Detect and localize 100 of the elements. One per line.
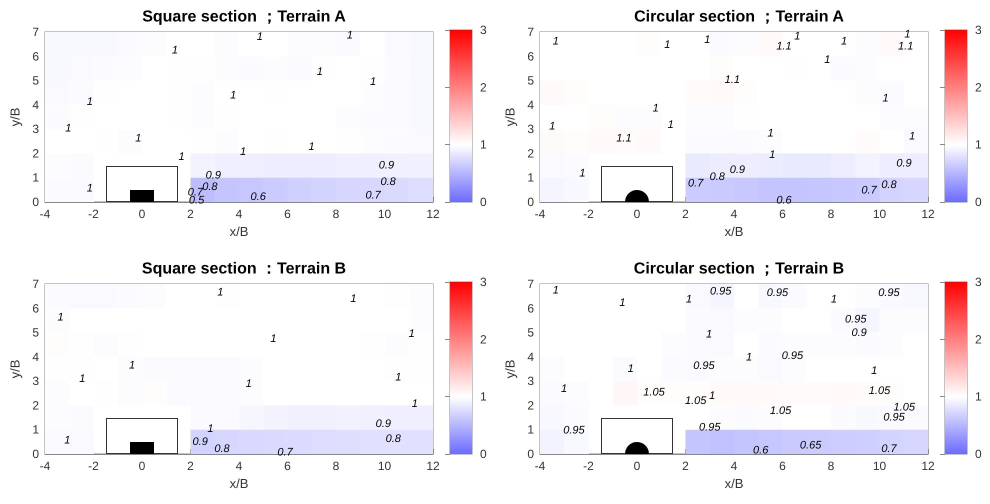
y-tick-label: 4: [527, 350, 534, 364]
annotation: 1: [408, 328, 415, 340]
color-bar-label: 1: [975, 138, 982, 152]
annotation: 0.9: [851, 326, 867, 339]
y-axis-title: y/B: [7, 360, 22, 378]
annotation: 0.8: [202, 180, 218, 193]
y-tick-label: 3: [527, 122, 534, 136]
annotation: 0.6: [776, 194, 792, 206]
y-tick-label: 2: [527, 398, 534, 412]
x-tick-label: 0: [138, 459, 146, 473]
annotation: 1: [128, 360, 136, 372]
annotation: 1: [308, 141, 315, 154]
x-tick-label: 6: [779, 207, 786, 221]
x-tick-label: 10: [378, 207, 392, 221]
y-tick-label: 3: [32, 122, 40, 136]
y-tick-label: 4: [527, 98, 534, 112]
annotation: 1.05: [868, 384, 892, 397]
annotation: 0.8: [214, 442, 231, 455]
annotation: 1: [552, 35, 559, 48]
annotation: 1: [668, 119, 674, 132]
annotation: 1.05: [643, 386, 666, 399]
annotation: 1: [628, 363, 634, 376]
color-bar-label: 3: [480, 23, 487, 37]
color-bar-label: 1: [480, 390, 487, 404]
annotation: 1: [664, 38, 670, 51]
x-tick-label: 4: [236, 459, 243, 473]
y-tick-label: 5: [527, 74, 534, 88]
color-bar-label: 2: [480, 80, 487, 94]
annotation: 1: [57, 312, 64, 324]
annotation: 1: [794, 30, 800, 42]
annotation: 0.95: [782, 350, 804, 362]
color-bar-label: 0: [480, 447, 487, 461]
y-tick-label: 7: [32, 25, 40, 39]
annotation: 0.95: [766, 286, 789, 299]
annotation: 1: [704, 34, 710, 46]
annotation: 1: [65, 122, 72, 135]
color-bar-label: 0: [480, 195, 487, 209]
y-tick-label: 4: [32, 350, 40, 364]
annotation: 1: [230, 89, 236, 102]
y-tick-label: 4: [32, 98, 40, 112]
x-tick-label: -4: [534, 459, 546, 473]
chart-title: Square section ；Terrain A: [142, 8, 346, 26]
y-tick-label: 0: [527, 195, 534, 209]
y-tick-label: 1: [527, 170, 534, 185]
x-tick-label: 12: [426, 207, 440, 221]
annotation: 1: [882, 92, 889, 104]
x-tick-label: 0: [634, 207, 641, 221]
annotation: 0.95: [710, 285, 732, 298]
x-tick-label: 10: [872, 459, 886, 473]
annotation: 1: [579, 168, 586, 180]
x-tick-label: 8: [828, 207, 835, 221]
x-axis-title: x/B: [230, 224, 248, 239]
annotation: 1: [830, 294, 837, 306]
y-tick-label: 5: [32, 326, 40, 340]
x-tick-label: 8: [332, 459, 340, 473]
annotation: 1: [686, 294, 692, 306]
x-axis-title: x/B: [724, 224, 744, 239]
annotation: 1.05: [684, 394, 708, 407]
annotation: 1: [619, 296, 626, 309]
y-tick-label: 0: [32, 447, 40, 461]
annotation: 0.95: [699, 421, 722, 434]
x-tick-label: -2: [88, 459, 100, 473]
x-tick-label: 8: [332, 207, 340, 221]
y-tick-label: 6: [527, 301, 534, 316]
annotation: 0.8: [710, 170, 726, 183]
y-tick-label: 2: [32, 146, 40, 160]
annotation: 0.6: [753, 444, 770, 457]
annotation: 1: [246, 378, 252, 390]
x-axis-title: x/B: [230, 476, 248, 491]
annotation: 1: [552, 284, 559, 297]
annotation: 0.7: [277, 446, 294, 458]
y-tick-label: 2: [527, 146, 534, 160]
annotation: 0.8: [380, 176, 397, 188]
annotation: 1: [135, 132, 142, 145]
x-tick-label: 4: [730, 207, 738, 221]
chart-title: Circular section ；Terrain B: [634, 260, 844, 278]
x-tick-label: -2: [88, 207, 100, 221]
y-tick-label: 7: [527, 277, 534, 291]
y-tick-label: 0: [527, 447, 534, 461]
y-tick-label: 1: [32, 170, 40, 185]
annotation: 0.9: [376, 418, 391, 430]
annotation: 0.9: [378, 159, 394, 172]
annotation: 0.9: [730, 164, 746, 176]
annotation: 1: [370, 76, 376, 88]
color-bar-label: 3: [975, 23, 982, 37]
annotation: 1: [549, 120, 556, 133]
color-bar-label: 2: [975, 332, 982, 346]
y-tick-label: 6: [527, 49, 534, 64]
x-tick-label: 2: [682, 459, 690, 473]
annotation: 1: [350, 293, 357, 306]
annotation: 0.9: [206, 169, 221, 182]
annotation: 1: [909, 130, 916, 143]
x-tick-label: 6: [284, 207, 292, 221]
y-tick-label: 2: [32, 398, 40, 412]
annotation: 1: [706, 328, 712, 341]
annotation: 0.7: [881, 442, 898, 455]
x-tick-label: 6: [284, 459, 292, 473]
annotation: 1: [768, 128, 774, 140]
annotation: 1: [172, 44, 178, 56]
annotation: 1: [652, 102, 659, 114]
